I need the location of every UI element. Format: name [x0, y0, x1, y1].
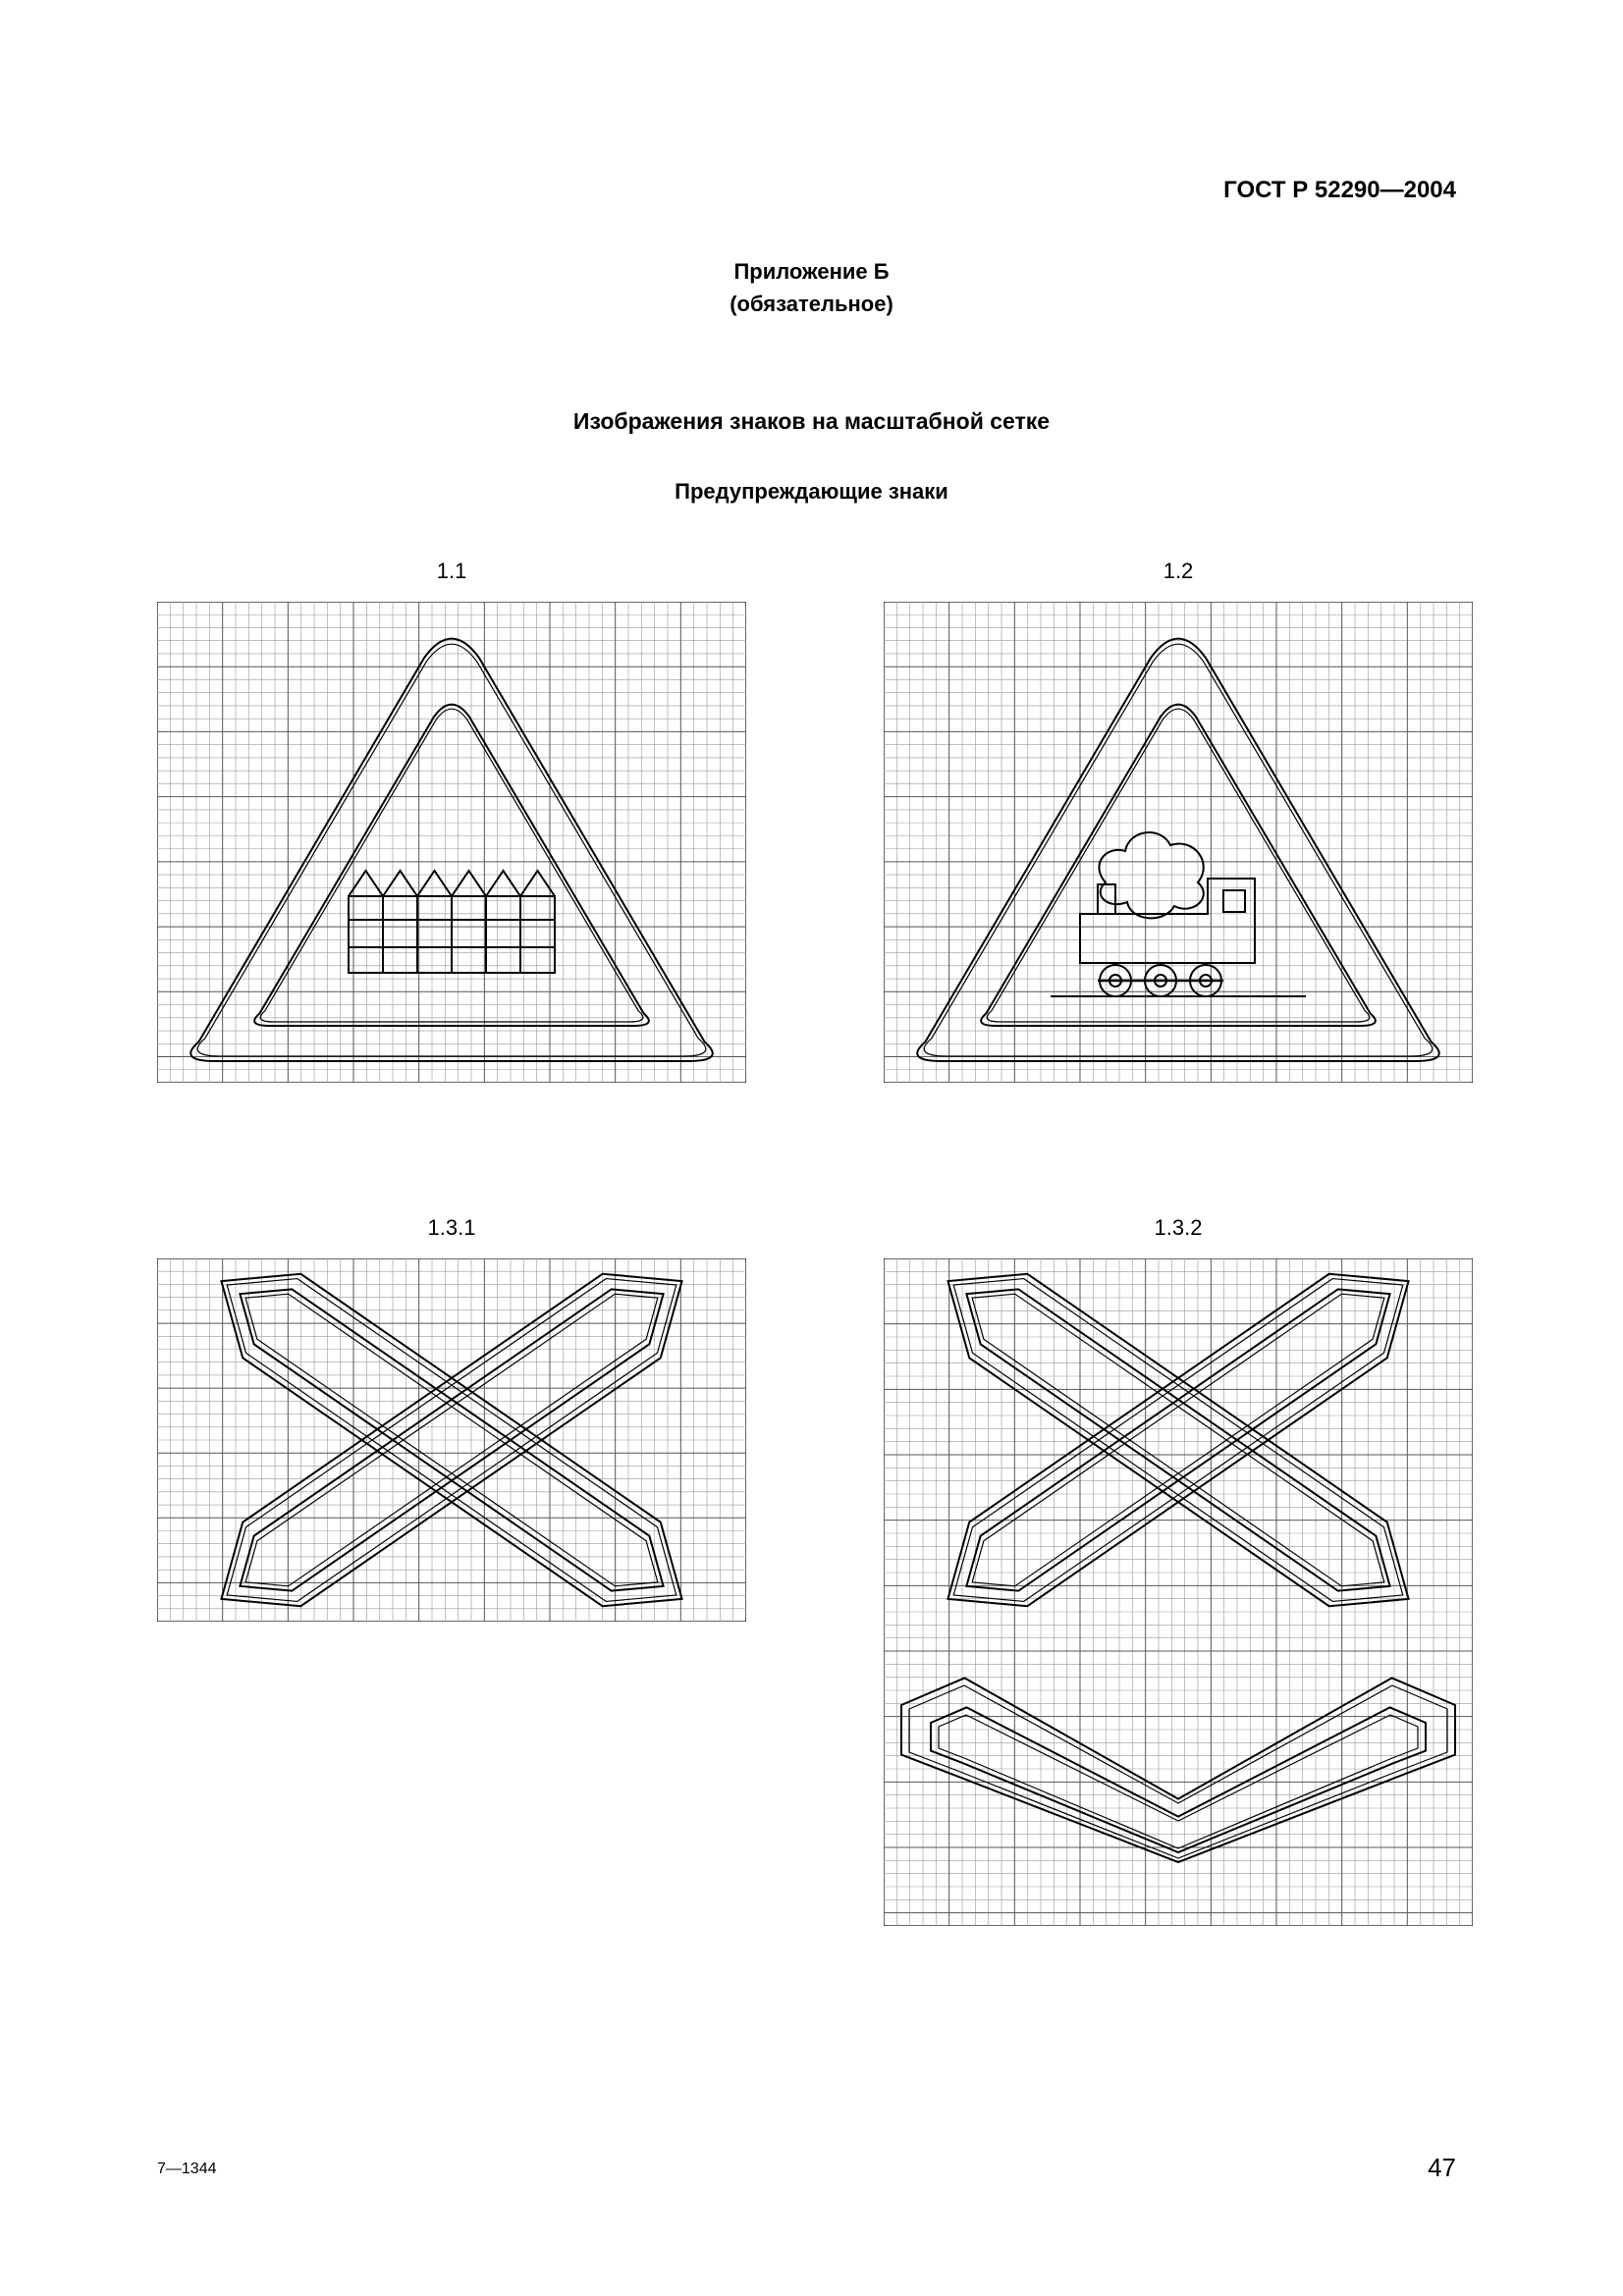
appendix-header: Приложение Б (обязательное) — [157, 255, 1466, 320]
figure-1-2: 1.2 — [884, 534, 1473, 1083]
sign-1-1-diagram — [157, 602, 746, 1083]
document-code: ГОСТ Р 52290—2004 — [1223, 177, 1456, 204]
figure-label: 1.3.1 — [428, 1215, 476, 1241]
sign-1-3-1-diagram — [157, 1258, 746, 1622]
appendix-note: (обязательное) — [157, 288, 1466, 320]
figure-1-3-2: 1.3.2 — [884, 1191, 1473, 1926]
figure-label: 1.2 — [1163, 559, 1194, 584]
sign-1-3-2-diagram — [884, 1258, 1473, 1926]
page-number: 47 — [1428, 2153, 1456, 2183]
sign-1-2-diagram — [884, 602, 1473, 1083]
figures-row-1: 1.1 1.2 — [157, 534, 1473, 1083]
figure-1-3-1: 1.3.1 — [157, 1191, 746, 1622]
figures-row-2: 1.3.1 1.3.2 — [157, 1191, 1473, 1926]
section-title: Изображения знаков на масштабной сетке — [157, 408, 1466, 435]
figure-label: 1.1 — [437, 559, 467, 584]
subsection-title: Предупреждающие знаки — [157, 479, 1466, 505]
figure-label: 1.3.2 — [1155, 1215, 1203, 1241]
appendix-title: Приложение Б — [157, 255, 1466, 288]
footer-left: 7—1344 — [157, 2161, 217, 2178]
figure-1-1: 1.1 — [157, 534, 746, 1083]
